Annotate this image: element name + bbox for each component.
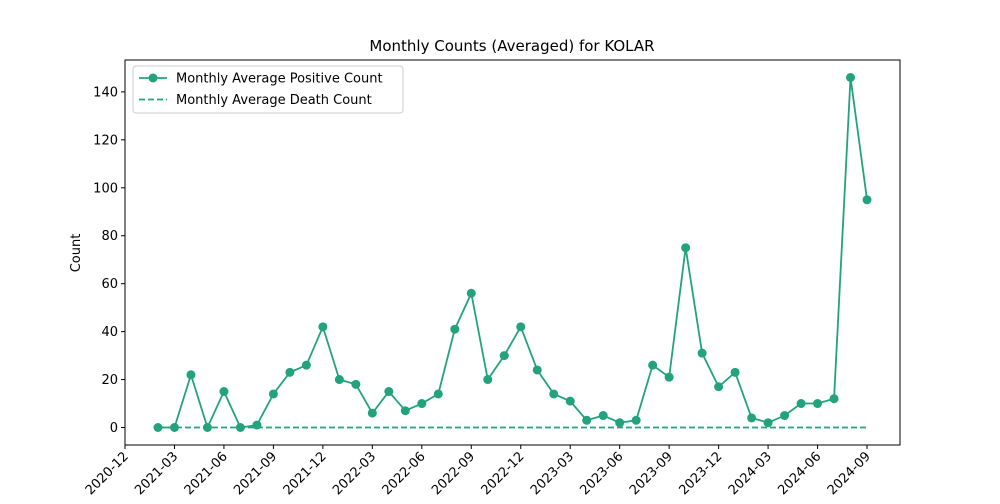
data-point <box>268 389 278 399</box>
y-tick-label: 80 <box>101 229 118 244</box>
data-point <box>169 423 179 432</box>
data-point <box>516 322 526 332</box>
data-point <box>400 406 410 416</box>
legend-label: Monthly Average Death Count <box>176 93 372 108</box>
data-point <box>796 399 806 409</box>
y-tick-label: 140 <box>93 85 118 100</box>
data-point <box>697 348 707 358</box>
data-point <box>334 375 344 385</box>
data-point <box>532 365 542 375</box>
data-point <box>862 195 872 205</box>
data-point <box>763 418 773 428</box>
data-point <box>846 73 856 82</box>
data-point <box>549 389 559 399</box>
data-point <box>384 387 394 397</box>
y-tick-label: 100 <box>93 181 118 196</box>
chart-title: Monthly Counts (Averaged) for KOLAR <box>369 37 654 55</box>
data-point <box>631 415 641 425</box>
data-point <box>219 387 229 397</box>
data-point <box>681 243 691 253</box>
legend-marker <box>148 73 158 83</box>
y-tick-label: 0 <box>110 421 118 436</box>
data-point <box>648 360 658 370</box>
data-point <box>582 415 592 425</box>
series-line <box>157 77 868 431</box>
legend: Monthly Average Positive Count Monthly Av… <box>132 65 404 114</box>
data-point <box>433 389 443 399</box>
data-point <box>813 399 823 409</box>
data-point <box>747 413 757 423</box>
data-point <box>285 367 295 377</box>
y-tick-label: 120 <box>93 133 118 148</box>
data-point <box>301 360 311 370</box>
data-point <box>565 396 575 406</box>
legend-label: Monthly Average Positive Count <box>176 72 383 87</box>
data-point <box>466 288 476 298</box>
data-point <box>499 351 509 361</box>
data-point <box>367 408 377 418</box>
data-point <box>450 324 460 334</box>
y-axis-label: Count <box>69 234 84 273</box>
y-tick-label: 40 <box>101 325 118 340</box>
y-tick-label: 20 <box>101 373 118 388</box>
data-point <box>318 322 328 332</box>
data-point <box>483 375 493 385</box>
data-point <box>186 370 196 380</box>
data-point <box>829 394 839 404</box>
data-point <box>598 411 608 421</box>
data-point <box>714 382 724 392</box>
data-point <box>730 367 740 377</box>
plot-frame <box>124 59 901 446</box>
data-point <box>664 372 674 382</box>
data-point <box>351 379 361 389</box>
legend-box <box>132 65 404 114</box>
y-tick-label: 60 <box>101 277 118 292</box>
data-point <box>615 418 625 428</box>
data-point <box>417 399 427 409</box>
data-point <box>780 411 790 421</box>
